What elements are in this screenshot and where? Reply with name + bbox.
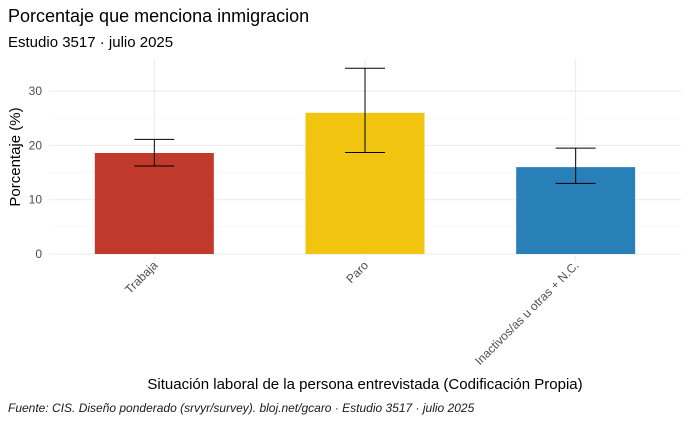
chart-subtitle: Estudio 3517 · julio 2025 [8, 34, 174, 51]
y-tick-label: 20 [29, 138, 43, 152]
chart-title: Porcentaje que menciona inmigracion [8, 6, 310, 26]
bar-chart: 0 10 20 30 Trabaja Paro Inactivos/as u otras … [7, 59, 681, 393]
x-axis-title: Situación laboral de la persona entrevis… [147, 376, 582, 393]
x-tick-label: Paro [343, 258, 371, 286]
y-axis-ticks: 0 10 20 30 [29, 84, 43, 261]
y-tick-label: 30 [29, 84, 43, 98]
y-tick-label: 10 [29, 193, 43, 207]
x-tick-label: Trabaja [122, 258, 161, 297]
error-bars [134, 67, 596, 184]
x-tick-label: Inactivos/as u otras + N.C. [472, 258, 582, 368]
y-tick-label: 0 [35, 247, 42, 261]
x-axis-ticks: Trabaja Paro Inactivos/as u otras + N.C. [122, 258, 582, 368]
chart-caption: Fuente: CIS. Diseño ponderado (srvyr/sur… [8, 401, 475, 415]
bar-trabaja [94, 153, 214, 254]
y-axis-title: Porcentaje (%) [7, 107, 24, 206]
